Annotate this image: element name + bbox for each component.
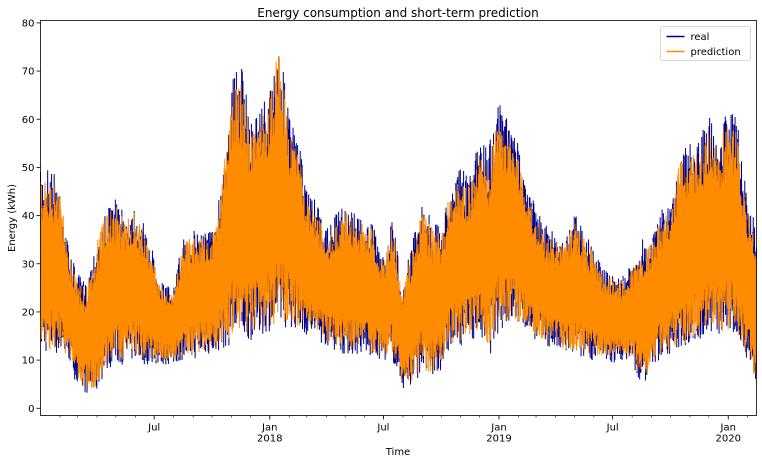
legend-label-prediction: prediction <box>691 47 741 58</box>
legend-label-real: real <box>691 32 710 43</box>
y-tick-label: 40 <box>22 211 35 222</box>
y-tick-label: 10 <box>22 356 35 367</box>
x-tick-year-label: 2019 <box>486 434 511 445</box>
x-tick-year-label: 2018 <box>257 434 282 445</box>
series-line-prediction <box>40 56 757 389</box>
x-tick-label: Jul <box>147 423 160 434</box>
series-layer <box>40 56 757 393</box>
x-tick-year-label: 2020 <box>716 434 741 445</box>
y-tick-label: 0 <box>28 404 34 415</box>
x-tick-label: Jul <box>376 423 389 434</box>
plot-frame <box>40 20 757 416</box>
legend: real prediction <box>660 26 751 61</box>
y-tick-label: 20 <box>22 307 35 318</box>
y-tick-label: 60 <box>22 115 35 126</box>
y-tick-label: 50 <box>22 163 35 174</box>
y-axis-label: Energy (kWh) <box>7 184 18 252</box>
y-tick-label: 70 <box>22 67 35 78</box>
y-tick-label: 80 <box>22 18 35 29</box>
x-tick-label: Jul <box>606 423 619 434</box>
x-tick-label: Jan <box>490 423 506 434</box>
y-tick-label: 30 <box>22 259 35 270</box>
chart-title: Energy consumption and short-term predic… <box>257 6 538 20</box>
x-tick-label: Jan <box>261 423 277 434</box>
x-tick-label: Jan <box>720 423 736 434</box>
y-axis: 0 10 20 30 40 50 60 70 80 <box>22 18 41 415</box>
x-axis-label: Time <box>385 447 410 458</box>
